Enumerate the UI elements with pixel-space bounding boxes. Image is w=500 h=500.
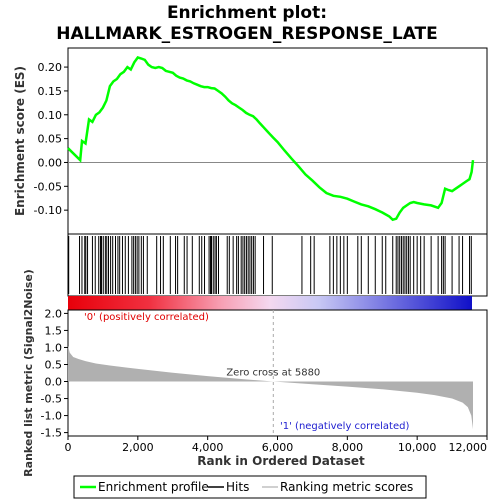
- xtick-label: 0: [65, 441, 72, 454]
- ranked-ytick-label: -0.5: [41, 393, 62, 406]
- colorbar-gradient: [68, 296, 472, 310]
- ranked-ytick-label: -1.5: [41, 427, 62, 440]
- ranking-colorbar: [68, 296, 472, 310]
- chart-title-line2: HALLMARK_ESTROGEN_RESPONSE_LATE: [56, 24, 438, 44]
- ranked-ylabel: Ranked list metric (Signal2Noise): [22, 269, 35, 477]
- ranked-ytick-label: 0.0: [45, 376, 63, 389]
- es-ytick-label: -0.05: [34, 180, 62, 193]
- xtick-label: 8,000: [332, 441, 364, 454]
- x-axis: 0 2,000 4,000 6,000 8,000 10,000 12,000 Rank i…: [65, 436, 488, 468]
- ranked-ytick-label: 0.5: [45, 358, 63, 371]
- zero-cross-label: Zero cross at 5880: [226, 368, 320, 379]
- positive-correlation-label: '0' (positively correlated): [84, 312, 209, 323]
- legend-label-enrichment: Enrichment profile: [98, 480, 209, 494]
- legend-label-ranking: Ranking metric scores: [280, 480, 413, 494]
- es-ytick-label: 0.05: [38, 133, 63, 146]
- xtick-label: 12,000: [449, 441, 488, 454]
- legend-label-hits: Hits: [226, 480, 249, 494]
- x-axis-label: Rank in Ordered Dataset: [197, 454, 365, 468]
- es-ytick-label: 0.15: [38, 85, 63, 98]
- es-panel: -0.10 -0.05 0.00 0.05 0.10 0.15 0.20 Enrichmen…: [13, 47, 488, 235]
- legend-frame: [73, 475, 427, 499]
- es-ylabel: Enrichment score (ES): [13, 66, 27, 216]
- legend: Enrichment profile Hits Ranking metric s…: [73, 475, 427, 499]
- ranked-ytick-label: 1.5: [45, 324, 63, 337]
- ranked-ytick-label: -1.0: [41, 410, 62, 423]
- ranked-ytick-label: 1.0: [45, 341, 63, 354]
- ranking-metric-area: [68, 345, 473, 430]
- es-ytick-label: 0.20: [38, 61, 63, 74]
- xtick-label: 6,000: [262, 441, 294, 454]
- hits-panel: [67, 233, 488, 297]
- es-ytick-label: 0.10: [38, 109, 63, 122]
- chart-title-line1: Enrichment plot:: [167, 3, 327, 23]
- xtick-label: 10,000: [398, 441, 437, 454]
- es-ytick-label: 0.00: [38, 156, 63, 169]
- enrichment-profile-line: [67, 56, 475, 222]
- negative-correlation-label: '1' (negatively correlated): [280, 421, 409, 432]
- ranked-panel: -1.5 -1.0 -0.5 0.0 0.5 1.0 1.5 2.0 Zero cross a…: [22, 269, 488, 477]
- xtick-label: 4,000: [192, 441, 224, 454]
- ranked-ytick-label: 2.0: [45, 307, 63, 320]
- es-ytick-label: -0.10: [34, 204, 62, 217]
- xtick-label: 2,000: [122, 441, 154, 454]
